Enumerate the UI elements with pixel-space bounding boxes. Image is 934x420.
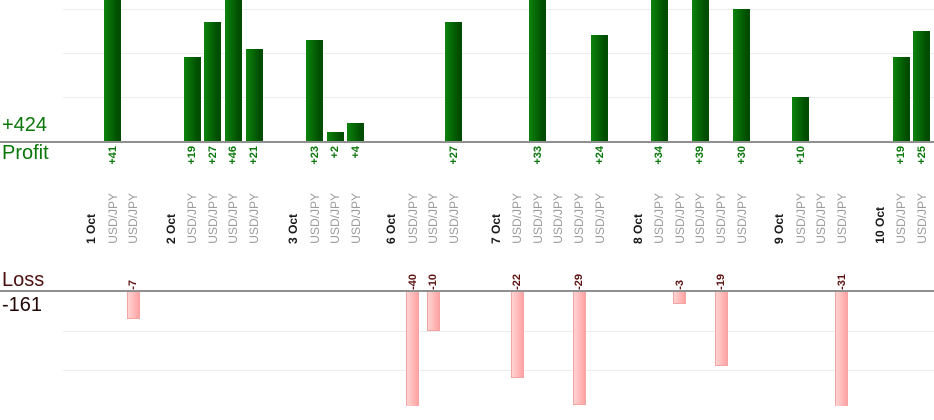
gridline: [63, 331, 934, 332]
profit-value-label: +30: [735, 146, 748, 165]
profit-value-label: +27: [447, 146, 460, 165]
profit-value-label: +24: [593, 146, 606, 165]
instrument-label: USD/JPY: [226, 193, 241, 244]
profit-value-label: +27: [206, 146, 219, 165]
profit-value-label: +25: [915, 146, 928, 165]
profit-bar: [306, 39, 323, 141]
loss-bar: [835, 292, 849, 406]
profit-bar: [347, 123, 365, 141]
instrument-label: USD/JPY: [307, 193, 322, 244]
instrument-label: USD/JPY: [126, 193, 141, 244]
instrument-label: USD/JPY: [592, 193, 607, 244]
loss-bar: [714, 292, 728, 367]
gridline: [63, 370, 934, 371]
instrument-label: USD/JPY: [328, 193, 343, 244]
loss-value-label: -31: [835, 274, 848, 290]
gridline: [63, 53, 934, 54]
loss-value-label: -10: [427, 274, 440, 290]
profit-value-label: +23: [308, 146, 321, 165]
profit-total-label: +424: [2, 114, 48, 136]
loss-value-label: -3: [673, 280, 686, 290]
date-label: 1 Oct: [84, 213, 98, 244]
profit-value-label: +39: [694, 146, 707, 165]
loss-bar: [510, 292, 524, 378]
profit-axis-title: Profit: [2, 142, 49, 164]
profit-bar: [445, 22, 463, 141]
profit-bar: [245, 48, 263, 141]
profit-bar: [733, 9, 751, 141]
profit-value-label: +10: [794, 146, 807, 165]
instrument-label: USD/JPY: [348, 193, 363, 244]
loss-value-label: -19: [715, 274, 728, 290]
date-label: 2 Oct: [163, 213, 178, 244]
date-label: 7 Oct: [488, 213, 503, 244]
loss-plot-area: [0, 292, 934, 406]
gridline: [63, 97, 934, 98]
instrument-label: USD/JPY: [734, 193, 749, 244]
profit-value-label: +4: [349, 146, 362, 159]
profit-bar: [792, 97, 809, 141]
loss-axis-title: Loss: [2, 269, 45, 291]
loss-value-label: -40: [406, 274, 419, 290]
instrument-label: USD/JPY: [446, 193, 461, 244]
loss-total-label: -161: [2, 294, 43, 316]
date-label: 3 Oct: [286, 213, 300, 244]
profit-bar: [591, 35, 609, 141]
loss-value-label: -7: [127, 280, 140, 290]
profit-bar: [204, 22, 222, 141]
instrument-label: USD/JPY: [247, 193, 262, 244]
loss-value-label: -29: [573, 274, 586, 290]
profit-value-label: +2: [329, 146, 342, 159]
instrument-label: USD/JPY: [652, 193, 666, 244]
profit-value-label: +33: [531, 146, 544, 165]
profit-bar: [104, 0, 121, 141]
profit-value-label: +34: [653, 146, 665, 165]
profit-bar: [650, 0, 668, 141]
date-label: 10 Oct: [872, 207, 887, 244]
date-label: 6 Oct: [384, 213, 398, 244]
profit-value-label: +21: [248, 146, 261, 165]
profit-bar: [892, 57, 910, 141]
instrument-label: USD/JPY: [672, 193, 687, 244]
profit-value-label: +41: [106, 146, 119, 165]
instrument-label: USD/JPY: [530, 193, 545, 244]
instrument-label: USD/JPY: [105, 193, 120, 244]
profit-plot-area: [0, 0, 934, 141]
instrument-label: USD/JPY: [793, 193, 808, 244]
instrument-label: USD/JPY: [205, 193, 220, 244]
loss-axis-line: [0, 290, 934, 292]
loss-value-label: -22: [511, 274, 523, 290]
instrument-label: USD/JPY: [914, 193, 929, 244]
instrument-label: USD/JPY: [714, 193, 729, 244]
gridline: [63, 9, 934, 10]
loss-bar: [406, 292, 419, 406]
profit-value-label: +19: [895, 146, 907, 165]
loss-bar: [426, 292, 440, 331]
instrument-label: USD/JPY: [405, 193, 420, 244]
instrument-label: USD/JPY: [185, 193, 199, 244]
profit-bar: [691, 0, 709, 141]
instrument-label: USD/JPY: [814, 193, 829, 244]
profit-bar: [326, 132, 344, 141]
instrument-label: USD/JPY: [693, 193, 708, 244]
instrument-label: USD/JPY: [551, 193, 566, 244]
date-label: 8 Oct: [630, 213, 645, 244]
instrument-label: USD/JPY: [572, 193, 587, 244]
profit-value-label: +46: [227, 146, 240, 165]
date-label: 9 Oct: [772, 213, 786, 244]
loss-bar: [126, 292, 140, 320]
profit-bar: [913, 31, 931, 141]
instrument-label: USD/JPY: [894, 193, 908, 244]
profit-value-label: +19: [186, 146, 198, 165]
instrument-label: USD/JPY: [510, 193, 524, 244]
profit-bar: [224, 0, 242, 141]
instrument-label: USD/JPY: [426, 193, 441, 244]
profit-bar: [183, 57, 201, 141]
profit-axis-line: [0, 141, 934, 143]
loss-bar: [572, 292, 586, 406]
instrument-label: USD/JPY: [834, 193, 849, 244]
loss-bar: [673, 292, 687, 304]
profit-bar: [529, 0, 547, 141]
